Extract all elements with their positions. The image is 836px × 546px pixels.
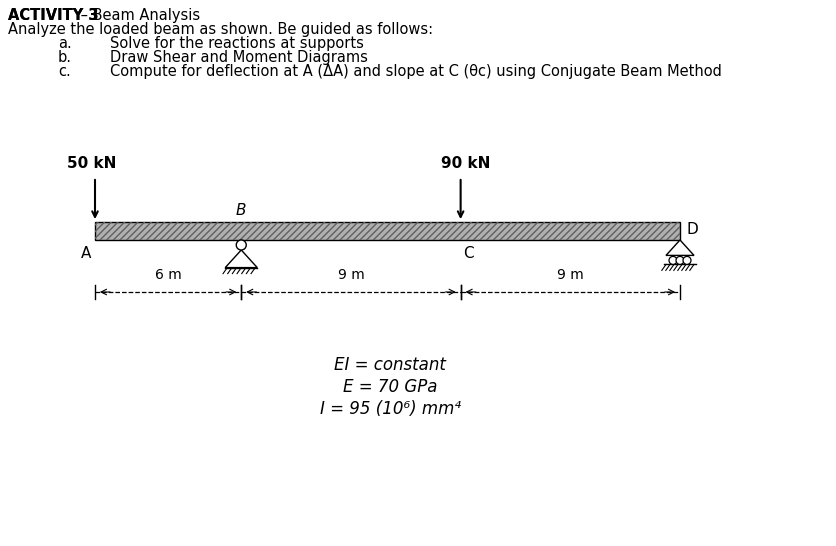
Text: c.: c. [58,64,71,79]
Text: a.: a. [58,36,72,51]
Text: – Beam Analysis: – Beam Analysis [76,8,200,23]
Circle shape [669,257,677,264]
Text: D: D [686,223,698,238]
Text: E = 70 GPa: E = 70 GPa [343,378,437,396]
Text: Analyze the loaded beam as shown. Be guided as follows:: Analyze the loaded beam as shown. Be gui… [8,22,433,37]
Text: ACTIVITY 3: ACTIVITY 3 [8,8,99,23]
Polygon shape [225,250,257,268]
Circle shape [683,257,691,264]
Circle shape [676,257,684,264]
Text: 50 kN: 50 kN [67,156,116,171]
Text: EI = constant: EI = constant [334,356,446,374]
Text: I = 95 (10⁶) mm⁴: I = 95 (10⁶) mm⁴ [319,400,461,418]
Polygon shape [666,240,694,256]
Text: Draw Shear and Moment Diagrams: Draw Shear and Moment Diagrams [110,50,368,65]
Bar [95,222,680,240]
Text: Compute for deflection at A (ΔA) and slope at C (θc) using Conjugate Beam Method: Compute for deflection at A (ΔA) and slo… [110,64,721,79]
Text: Solve for the reactions at supports: Solve for the reactions at supports [110,36,364,51]
Text: 9 m: 9 m [557,268,584,282]
Text: 9 m: 9 m [338,268,364,282]
Text: A: A [80,246,91,261]
Text: ACTIVITY 3 – Beam Analysis: ACTIVITY 3 – Beam Analysis [8,8,212,23]
Text: 6 m: 6 m [155,268,181,282]
Bar [95,222,680,240]
Text: 90 kN: 90 kN [441,156,490,171]
Text: C: C [464,246,474,261]
Circle shape [237,240,247,250]
Text: b.: b. [58,50,72,65]
Text: ACTIVITY 3: ACTIVITY 3 [8,8,99,23]
Text: B: B [236,203,247,218]
